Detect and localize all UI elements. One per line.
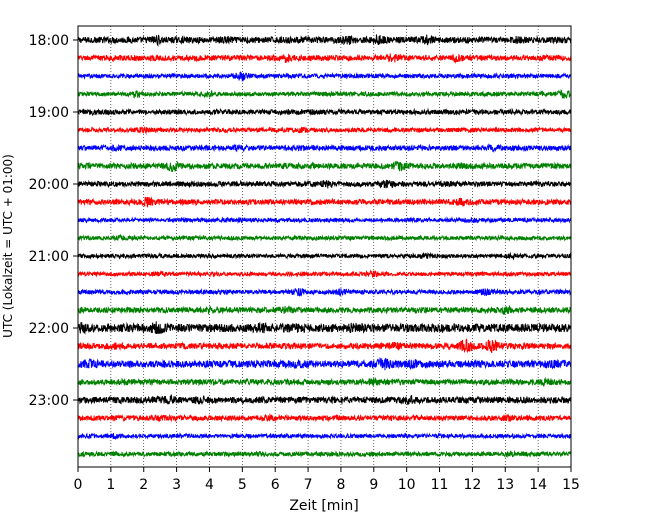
trace-2200: [77, 321, 572, 335]
x-axis-label: Zeit [min]: [289, 498, 358, 514]
y-tick-label: 20:00: [29, 177, 69, 193]
trace-1900: [77, 107, 572, 117]
y-tick-label: 21:00: [29, 249, 69, 265]
x-tick-label: 11: [431, 477, 449, 493]
trace-2045: [77, 233, 572, 242]
x-tick-label: 2: [139, 477, 148, 493]
x-tick-label: 13: [496, 477, 514, 493]
trace-1845: [77, 89, 572, 99]
x-tick-label: 9: [369, 477, 378, 493]
trace-1830: [77, 71, 572, 82]
x-tick-label: 6: [271, 477, 280, 493]
y-axis-label: UTC (Lokalzeit = UTC + 01:00): [1, 154, 15, 338]
trace-1915: [77, 126, 572, 135]
x-tick-label: 15: [562, 477, 580, 493]
trace-1945: [77, 160, 572, 173]
trace-2115: [77, 269, 572, 279]
x-tick-label: 1: [106, 477, 115, 493]
x-tick-label: 0: [74, 477, 83, 493]
y-tick-label: 18:00: [29, 33, 69, 49]
x-tick-label: 12: [463, 477, 481, 493]
plot-frame: [77, 25, 572, 468]
x-tick-label: 14: [529, 477, 547, 493]
x-tick-label: 8: [336, 477, 345, 493]
trace-1815: [77, 53, 572, 64]
x-tick-label: 3: [172, 477, 181, 493]
trace-2215: [77, 338, 572, 354]
trace-2315: [77, 413, 572, 423]
y-tick-label: 22:00: [29, 321, 69, 337]
trace-2230: [77, 356, 572, 371]
trace-2300: [77, 394, 572, 406]
x-axis-ticks: 0 1 2 3 4 5 6 7 8 9 10 11 12 13 14 15: [74, 467, 580, 493]
x-tick-label: 10: [398, 477, 416, 493]
trace-2345: [77, 449, 572, 459]
y-axis-ticks: 18:00 19:00 20:00 21:00 22:00 23:00: [29, 33, 78, 409]
x-tick-label: 5: [238, 477, 247, 493]
y-tick-label: 23:00: [29, 393, 69, 409]
trace-2130: [77, 287, 572, 297]
seismic-traces: [77, 34, 572, 459]
trace-2330: [77, 432, 572, 441]
trace-2245: [77, 376, 572, 388]
trace-2015: [77, 196, 572, 208]
trace-1800: [77, 34, 572, 48]
x-tick-label: 4: [205, 477, 214, 493]
trace-2000: [77, 179, 572, 189]
trace-2100: [77, 251, 572, 261]
y-tick-label: 19:00: [29, 105, 69, 121]
trace-2030: [77, 216, 572, 225]
x-tick-label: 7: [304, 477, 313, 493]
trace-2145: [77, 304, 572, 315]
trace-1930: [77, 143, 572, 154]
